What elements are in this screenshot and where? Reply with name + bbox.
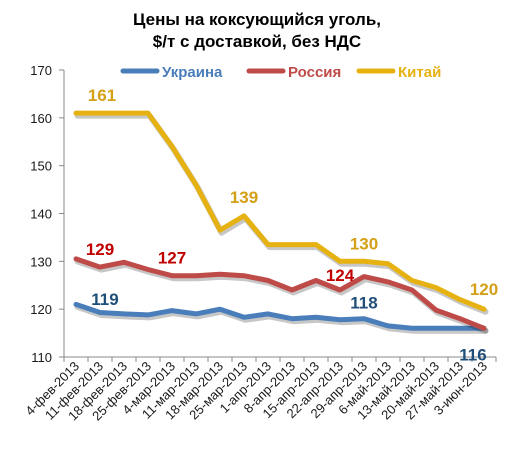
y-tick-label: 150 bbox=[30, 159, 52, 174]
data-label: 120 bbox=[470, 280, 498, 299]
series-lines bbox=[73, 110, 489, 334]
y-tick-label: 170 bbox=[30, 63, 52, 78]
x-axis-ticks: 4-фев-201311-фев-201318-фев-201325-фев-2… bbox=[22, 357, 497, 423]
y-tick-label: 120 bbox=[30, 302, 52, 317]
y-tick-label: 130 bbox=[30, 254, 52, 269]
series-line-2 bbox=[73, 256, 487, 331]
data-label: 130 bbox=[350, 234, 378, 253]
series-line-1 bbox=[73, 301, 487, 331]
data-label: 119 bbox=[91, 290, 118, 309]
y-tick-label: 110 bbox=[31, 350, 52, 365]
series-line-3 bbox=[73, 110, 487, 312]
chart-legend: Украина Россия Китай bbox=[120, 64, 441, 81]
y-tick-label: 140 bbox=[30, 207, 52, 222]
chart-title-line-1: Цены на коксующийся уголь, bbox=[133, 10, 381, 29]
y-tick-label: 160 bbox=[30, 111, 52, 126]
data-label: 116 bbox=[459, 345, 486, 364]
data-label: 127 bbox=[158, 249, 186, 268]
y-axis-ticks: 110 120 130 140 150 160 170 bbox=[30, 63, 64, 365]
chart-title-line-2: $/т с доставкой, без НДС bbox=[153, 32, 361, 51]
legend-label: Украина bbox=[162, 64, 223, 81]
chart-title: Цены на коксующийся уголь, $/т с доставк… bbox=[133, 10, 381, 51]
data-label: 129 bbox=[86, 240, 114, 259]
legend-label: Россия bbox=[288, 64, 341, 81]
data-label: 161 bbox=[88, 86, 116, 105]
data-label: 124 bbox=[326, 266, 355, 285]
legend-label: Китай bbox=[398, 64, 441, 81]
data-label: 118 bbox=[350, 294, 377, 313]
data-label: 139 bbox=[230, 188, 258, 207]
data-labels: 129 127 124 161 139 130 120 119 118 116 bbox=[86, 86, 498, 364]
